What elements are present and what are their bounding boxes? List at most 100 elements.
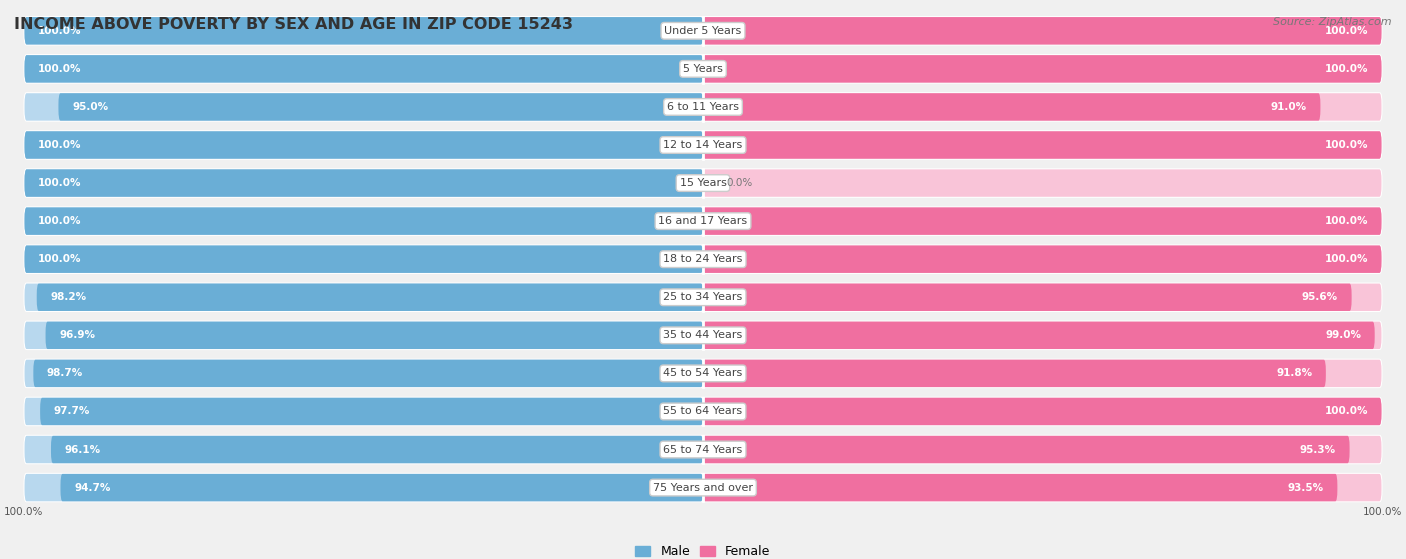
FancyBboxPatch shape xyxy=(24,474,1382,501)
FancyBboxPatch shape xyxy=(703,93,1382,121)
FancyBboxPatch shape xyxy=(45,321,703,349)
Text: 96.1%: 96.1% xyxy=(65,444,101,454)
Text: 99.0%: 99.0% xyxy=(1324,330,1361,340)
FancyBboxPatch shape xyxy=(24,321,703,349)
Text: 15 Years: 15 Years xyxy=(679,178,727,188)
FancyBboxPatch shape xyxy=(24,55,703,83)
FancyBboxPatch shape xyxy=(703,245,1382,273)
Text: Under 5 Years: Under 5 Years xyxy=(665,26,741,36)
FancyBboxPatch shape xyxy=(41,398,703,425)
FancyBboxPatch shape xyxy=(24,398,1382,425)
FancyBboxPatch shape xyxy=(703,321,1375,349)
FancyBboxPatch shape xyxy=(703,55,1382,83)
Text: 98.2%: 98.2% xyxy=(51,292,86,302)
Text: 95.6%: 95.6% xyxy=(1302,292,1339,302)
FancyBboxPatch shape xyxy=(24,398,703,425)
FancyBboxPatch shape xyxy=(24,131,1382,159)
FancyBboxPatch shape xyxy=(60,474,703,501)
Text: 6 to 11 Years: 6 to 11 Years xyxy=(666,102,740,112)
Text: 94.7%: 94.7% xyxy=(75,482,111,492)
FancyBboxPatch shape xyxy=(703,245,1382,273)
Text: 25 to 34 Years: 25 to 34 Years xyxy=(664,292,742,302)
Text: 98.7%: 98.7% xyxy=(46,368,83,378)
Text: 100.0%: 100.0% xyxy=(38,26,82,36)
FancyBboxPatch shape xyxy=(24,131,703,159)
FancyBboxPatch shape xyxy=(703,131,1382,159)
Text: 93.5%: 93.5% xyxy=(1288,482,1324,492)
FancyBboxPatch shape xyxy=(59,93,703,121)
Text: 100.0%: 100.0% xyxy=(38,216,82,226)
Text: 12 to 14 Years: 12 to 14 Years xyxy=(664,140,742,150)
FancyBboxPatch shape xyxy=(703,169,1382,197)
FancyBboxPatch shape xyxy=(24,169,1382,197)
FancyBboxPatch shape xyxy=(24,17,703,45)
FancyBboxPatch shape xyxy=(24,436,1382,463)
FancyBboxPatch shape xyxy=(703,207,1382,235)
Text: 100.0%: 100.0% xyxy=(38,254,82,264)
Text: 100.0%: 100.0% xyxy=(1324,254,1368,264)
Text: 65 to 74 Years: 65 to 74 Years xyxy=(664,444,742,454)
FancyBboxPatch shape xyxy=(703,321,1382,349)
Text: INCOME ABOVE POVERTY BY SEX AND AGE IN ZIP CODE 15243: INCOME ABOVE POVERTY BY SEX AND AGE IN Z… xyxy=(14,17,574,32)
FancyBboxPatch shape xyxy=(703,55,1382,83)
Text: 45 to 54 Years: 45 to 54 Years xyxy=(664,368,742,378)
FancyBboxPatch shape xyxy=(24,359,1382,387)
Text: 0.0%: 0.0% xyxy=(727,178,754,188)
Text: 95.0%: 95.0% xyxy=(72,102,108,112)
FancyBboxPatch shape xyxy=(24,245,703,273)
FancyBboxPatch shape xyxy=(24,55,703,83)
FancyBboxPatch shape xyxy=(703,474,1337,501)
FancyBboxPatch shape xyxy=(703,17,1382,45)
Text: 100.0%: 100.0% xyxy=(38,140,82,150)
Text: 16 and 17 Years: 16 and 17 Years xyxy=(658,216,748,226)
FancyBboxPatch shape xyxy=(703,93,1320,121)
FancyBboxPatch shape xyxy=(24,93,703,121)
Legend: Male, Female: Male, Female xyxy=(630,540,776,559)
FancyBboxPatch shape xyxy=(24,283,1382,311)
FancyBboxPatch shape xyxy=(703,398,1382,425)
FancyBboxPatch shape xyxy=(703,359,1326,387)
FancyBboxPatch shape xyxy=(24,283,703,311)
FancyBboxPatch shape xyxy=(24,207,703,235)
FancyBboxPatch shape xyxy=(24,55,1382,83)
FancyBboxPatch shape xyxy=(703,359,1382,387)
FancyBboxPatch shape xyxy=(24,207,1382,235)
FancyBboxPatch shape xyxy=(24,474,703,501)
Text: Source: ZipAtlas.com: Source: ZipAtlas.com xyxy=(1274,17,1392,27)
Text: 95.3%: 95.3% xyxy=(1301,444,1336,454)
Text: 91.8%: 91.8% xyxy=(1277,368,1312,378)
FancyBboxPatch shape xyxy=(24,131,703,159)
FancyBboxPatch shape xyxy=(24,17,703,45)
Text: 55 to 64 Years: 55 to 64 Years xyxy=(664,406,742,416)
Text: 100.0%: 100.0% xyxy=(38,64,82,74)
Text: 100.0%: 100.0% xyxy=(1324,140,1368,150)
Text: 100.0%: 100.0% xyxy=(1324,26,1368,36)
FancyBboxPatch shape xyxy=(703,131,1382,159)
FancyBboxPatch shape xyxy=(24,359,703,387)
Text: 100.0%: 100.0% xyxy=(4,507,44,517)
FancyBboxPatch shape xyxy=(703,17,1382,45)
FancyBboxPatch shape xyxy=(24,93,1382,121)
Text: 100.0%: 100.0% xyxy=(1324,216,1368,226)
Text: 5 Years: 5 Years xyxy=(683,64,723,74)
FancyBboxPatch shape xyxy=(703,283,1351,311)
FancyBboxPatch shape xyxy=(24,245,1382,273)
FancyBboxPatch shape xyxy=(703,474,1382,501)
FancyBboxPatch shape xyxy=(51,436,703,463)
FancyBboxPatch shape xyxy=(703,207,1382,235)
FancyBboxPatch shape xyxy=(24,169,703,197)
FancyBboxPatch shape xyxy=(703,398,1382,425)
FancyBboxPatch shape xyxy=(24,169,703,197)
FancyBboxPatch shape xyxy=(37,283,703,311)
FancyBboxPatch shape xyxy=(24,17,1382,45)
Text: 35 to 44 Years: 35 to 44 Years xyxy=(664,330,742,340)
Text: 18 to 24 Years: 18 to 24 Years xyxy=(664,254,742,264)
Text: 96.9%: 96.9% xyxy=(59,330,96,340)
FancyBboxPatch shape xyxy=(24,207,703,235)
FancyBboxPatch shape xyxy=(24,321,1382,349)
Text: 75 Years and over: 75 Years and over xyxy=(652,482,754,492)
Text: 97.7%: 97.7% xyxy=(53,406,90,416)
Text: 91.0%: 91.0% xyxy=(1271,102,1306,112)
FancyBboxPatch shape xyxy=(24,436,703,463)
FancyBboxPatch shape xyxy=(703,283,1382,311)
